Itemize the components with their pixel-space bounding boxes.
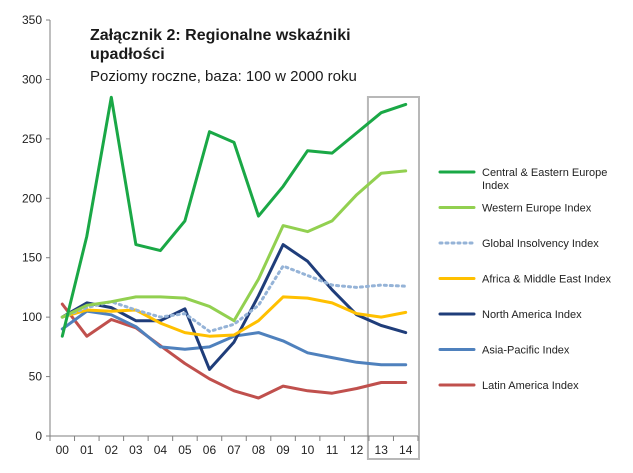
y-tick-label: 200 — [22, 191, 42, 205]
y-tick-label: 150 — [22, 251, 42, 265]
x-tick-label: 11 — [326, 443, 339, 457]
x-tick-label: 10 — [301, 443, 315, 457]
chart-title: Załącznik 2: Regionalne wskaźniki upadło… — [90, 26, 410, 64]
legend-label: Global Insolvency Index — [482, 238, 599, 250]
legend-label: Index — [482, 180, 509, 192]
legend-label: Western Europe Index — [482, 203, 592, 215]
y-tick-label: 50 — [29, 370, 43, 384]
legend-label: Latin America Index — [482, 380, 579, 392]
x-tick-label: 07 — [227, 443, 241, 457]
x-tick-label: 13 — [375, 443, 389, 457]
x-tick-label: 03 — [129, 443, 143, 457]
x-tick-label: 02 — [105, 443, 119, 457]
y-tick-label: 0 — [35, 429, 42, 443]
x-tick-label: 00 — [56, 443, 70, 457]
forecast-box — [368, 97, 419, 459]
y-tick-label: 250 — [22, 132, 42, 146]
y-tick-label: 100 — [22, 310, 42, 324]
series-line-4 — [62, 245, 405, 370]
series-line-1 — [62, 171, 405, 321]
x-tick-label: 04 — [154, 443, 168, 457]
legend-label: North America Index — [482, 309, 582, 321]
x-tick-label: 06 — [203, 443, 217, 457]
chart-subtitle: Poziomy roczne, baza: 100 w 2000 roku — [90, 68, 410, 86]
x-tick-label: 08 — [252, 443, 266, 457]
y-tick-label: 350 — [22, 13, 42, 27]
x-tick-label: 14 — [399, 443, 413, 457]
legend-label: Central & Eastern Europe — [482, 167, 607, 179]
y-tick-label: 300 — [22, 72, 42, 86]
x-tick-label: 05 — [178, 443, 192, 457]
x-tick-label: 01 — [80, 443, 94, 457]
x-tick-label: 09 — [276, 443, 290, 457]
legend-label: Asia-Pacific Index — [482, 345, 570, 357]
legend-label: Africa & Middle East Index — [482, 274, 612, 286]
x-tick-label: 12 — [350, 443, 364, 457]
